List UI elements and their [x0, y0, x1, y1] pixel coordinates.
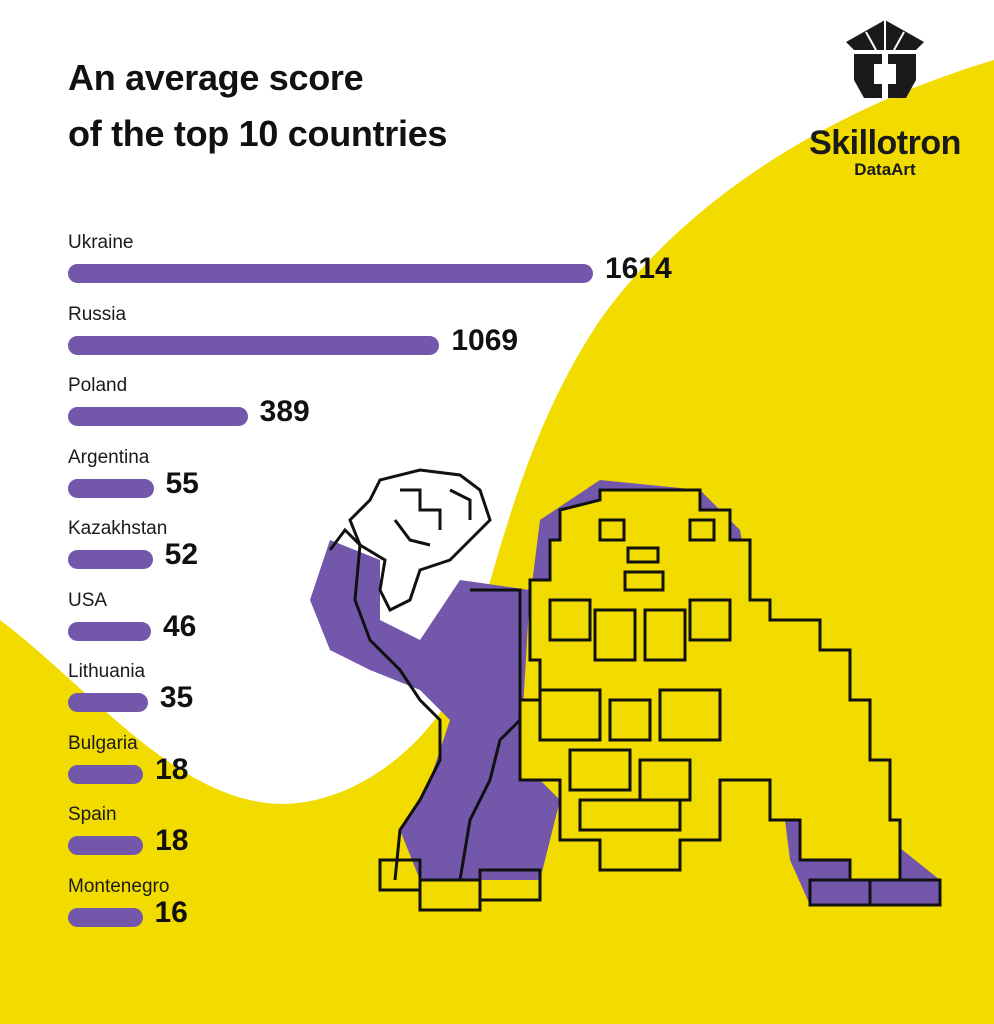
bar-label-kazakhstan: Kazakhstan	[68, 518, 168, 539]
bar-poland	[68, 407, 248, 426]
bar-value-ukraine: 1614	[605, 252, 672, 285]
bar-label-montenegro: Montenegro	[68, 875, 170, 897]
bar-russia	[68, 335, 440, 355]
brand-subtitle: DataArt	[854, 160, 916, 179]
bar-label-russia: Russia	[68, 303, 127, 325]
bar-value-bulgaria: 18	[155, 752, 189, 786]
yellow-wave-shape	[0, 60, 994, 1024]
brand-logo: Skillotron DataArt	[790, 20, 980, 180]
bar-label-lithuania: Lithuania	[68, 661, 146, 682]
bar-value-argentina: 55	[165, 466, 199, 500]
bar-ukraine	[68, 264, 593, 283]
bar-label-spain: Spain	[68, 804, 117, 825]
bar-label-bulgaria: Bulgaria	[68, 732, 138, 754]
bar-usa	[68, 621, 151, 641]
skillotron-logo-icon	[846, 20, 924, 98]
bar-spain	[68, 836, 144, 855]
brand-name: Skillotron	[809, 124, 961, 162]
bar-value-russia: 1069	[451, 323, 519, 357]
bar-value-kazakhstan: 52	[164, 538, 199, 571]
chart-title: An average score of the top 10 countries	[68, 50, 447, 162]
bar-label-ukraine: Ukraine	[68, 232, 134, 253]
bar-label-argentina: Argentina	[68, 446, 150, 468]
bar-value-poland: 389	[259, 395, 310, 428]
bar-argentina	[68, 478, 154, 498]
bar-value-spain: 18	[155, 824, 189, 857]
bar-label-poland: Poland	[68, 375, 128, 396]
bar-value-usa: 46	[162, 609, 197, 643]
bar-value-lithuania: 35	[159, 681, 194, 714]
title-line-1: An average score	[68, 57, 364, 98]
bar-lithuania	[68, 693, 148, 712]
title-line-2: of the top 10 countries	[68, 113, 448, 154]
bar-label-usa: USA	[68, 589, 108, 611]
mascot-fist	[348, 468, 492, 613]
bar-montenegro	[68, 907, 143, 927]
mascot-yellow-body	[518, 488, 902, 882]
bar-bulgaria	[68, 764, 144, 784]
bar-value-montenegro: 16	[154, 895, 188, 929]
bar-kazakhstan	[68, 550, 153, 569]
